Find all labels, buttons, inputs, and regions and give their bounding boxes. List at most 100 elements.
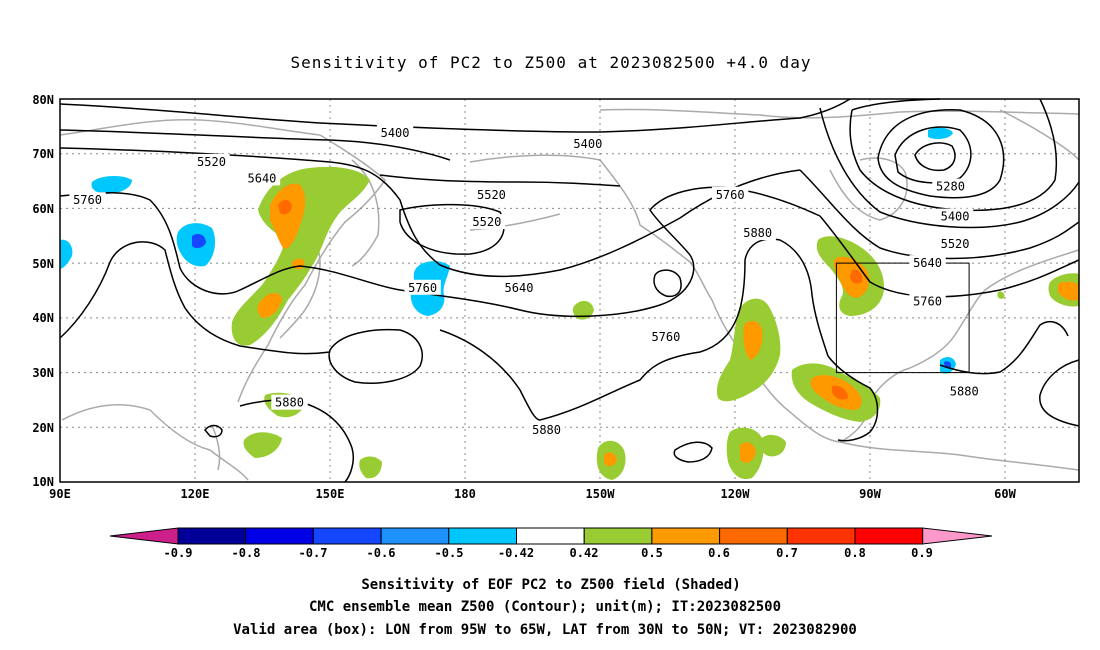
contour-label: 5760 [408,281,437,295]
contour-label: 5520 [197,155,226,169]
coastline-indochina [61,404,249,481]
shade-positive-southchina [243,432,282,458]
coastline-aleutians [469,213,561,231]
lat-tick-label: 30N [32,366,54,380]
contour-label-background [711,186,749,202]
contour-label-background [936,235,974,251]
colorbar-label: -0.7 [299,546,328,560]
coastline-mexico-south [839,441,1080,471]
shade-negative-edge [60,239,73,269]
coastline-hudson-bay [829,157,908,221]
colorbar-label: 0.42 [570,546,599,560]
lon-tick-label: 150E [316,487,345,501]
contour-labels: 5400 5400 5520 5640 5520 5760 5520 5760 5880 5640… [69,124,983,438]
contour-label: 5760 [73,193,102,207]
colorbar-swatch [380,527,450,545]
contour-label: 5520 [472,215,501,229]
colorbar-swatch [719,527,788,545]
colorbar-swatch [786,527,856,545]
shade-negative-carolina-core [944,361,952,368]
colorbar-label: -0.6 [367,546,396,560]
colorbar-label: 0.8 [844,546,866,560]
contour-5880-west [59,241,331,355]
contour-5640-middle [329,161,801,278]
lat-tick-label: 40N [32,311,54,325]
map-panel: 5400 5400 5520 5640 5520 5760 5520 5760 5880 5640… [59,98,1080,483]
lat-tick-label: 70N [32,147,54,161]
contour-label-background [569,135,607,151]
lon-tick-label: 180 [454,487,476,501]
caption-valid-area: Valid area (box): LON from 95W to 65W, L… [233,622,857,638]
colorbar-label: 0.6 [708,546,730,560]
contour-low-center-2 [914,142,956,172]
colorbar-label: 0.9 [911,546,933,560]
shade-positive-japan-core [257,292,282,318]
colorbar-swatches [109,527,993,545]
contour-5880-atlantic-2 [1039,359,1080,427]
shade-positive-central-pac-core [604,452,617,467]
contour-5880-closed-small [673,441,713,463]
colorbar-swatch [245,527,314,545]
lon-tick-label: 120W [721,487,751,501]
shade-positive-kamchatka-center [278,199,292,215]
contour-5880-mexico [827,355,879,442]
lat-tick-label: 60N [32,202,54,216]
contour-label-background [739,225,776,241]
coastline-japan [279,244,321,339]
colorbar-label: -0.9 [164,546,193,560]
contour-label-background [271,394,308,410]
colorbar-swatch [651,527,721,545]
figure-title: Sensitivity of PC2 to Z500 at 2023082500… [290,53,811,72]
colorbar-left-arrow [109,527,179,545]
shade-positive-baja-core [740,442,756,463]
map-frame [59,98,1080,483]
shade-positive-wpac [359,456,382,479]
coastline-alaska [469,154,713,301]
contour-label: 5880 [532,423,561,437]
contour-5880-philippines [204,424,223,438]
shade-negative-labrador [928,127,953,140]
colorbar-swatch [854,527,924,545]
contour-label-background [404,279,441,295]
contour-5520-closed [399,203,505,255]
contour-5640-west [59,147,331,163]
contour-label-background [468,214,506,230]
colorbar-right-arrow [922,527,993,545]
lat-tick-label: 50N [32,257,54,271]
colorbar-label: 0.7 [776,546,798,560]
contour-label-background [193,153,230,169]
coastline-greenland [999,109,1080,161]
colorbar-swatch [448,527,517,545]
lon-tick-label: 90E [49,487,71,501]
shade-negative-west-1 [91,176,132,194]
contour-label: 5400 [941,210,970,224]
contour-5520-west [59,129,451,161]
contour-label-background [528,422,565,438]
contour-low-center-1 [894,126,972,184]
contour-low-5280 [877,109,1005,199]
contour-label: 5640 [248,171,277,185]
map-background [60,99,1079,482]
contour-label: 5520 [477,188,506,202]
contour-label-background [909,255,946,271]
contour-5880-main [439,238,829,421]
contour-label-background [243,170,281,186]
colorbar-label: -0.42 [498,546,534,560]
colorbar-label: -0.8 [232,546,261,560]
contour-5760-west [59,192,401,295]
contour-label: 5520 [941,237,970,251]
sensitivity-shading [60,127,1079,480]
contour-label: 5880 [275,396,304,410]
caption-contour: CMC ensemble mean Z500 (Contour); unit(m… [309,599,781,615]
contour-label: 5400 [573,137,602,151]
contour-label: 5400 [381,126,410,140]
contour-label-background [932,178,969,194]
valid-area-box [835,262,970,374]
coastline-philippines [211,424,221,471]
contour-5520-middle [379,174,621,187]
colorbar-swatch [177,527,247,545]
shade-positive-mexico [759,434,786,457]
lon-tick-label: 90W [859,487,881,501]
colorbar-label: 0.5 [641,546,663,560]
contour-label: 5880 [743,226,772,240]
